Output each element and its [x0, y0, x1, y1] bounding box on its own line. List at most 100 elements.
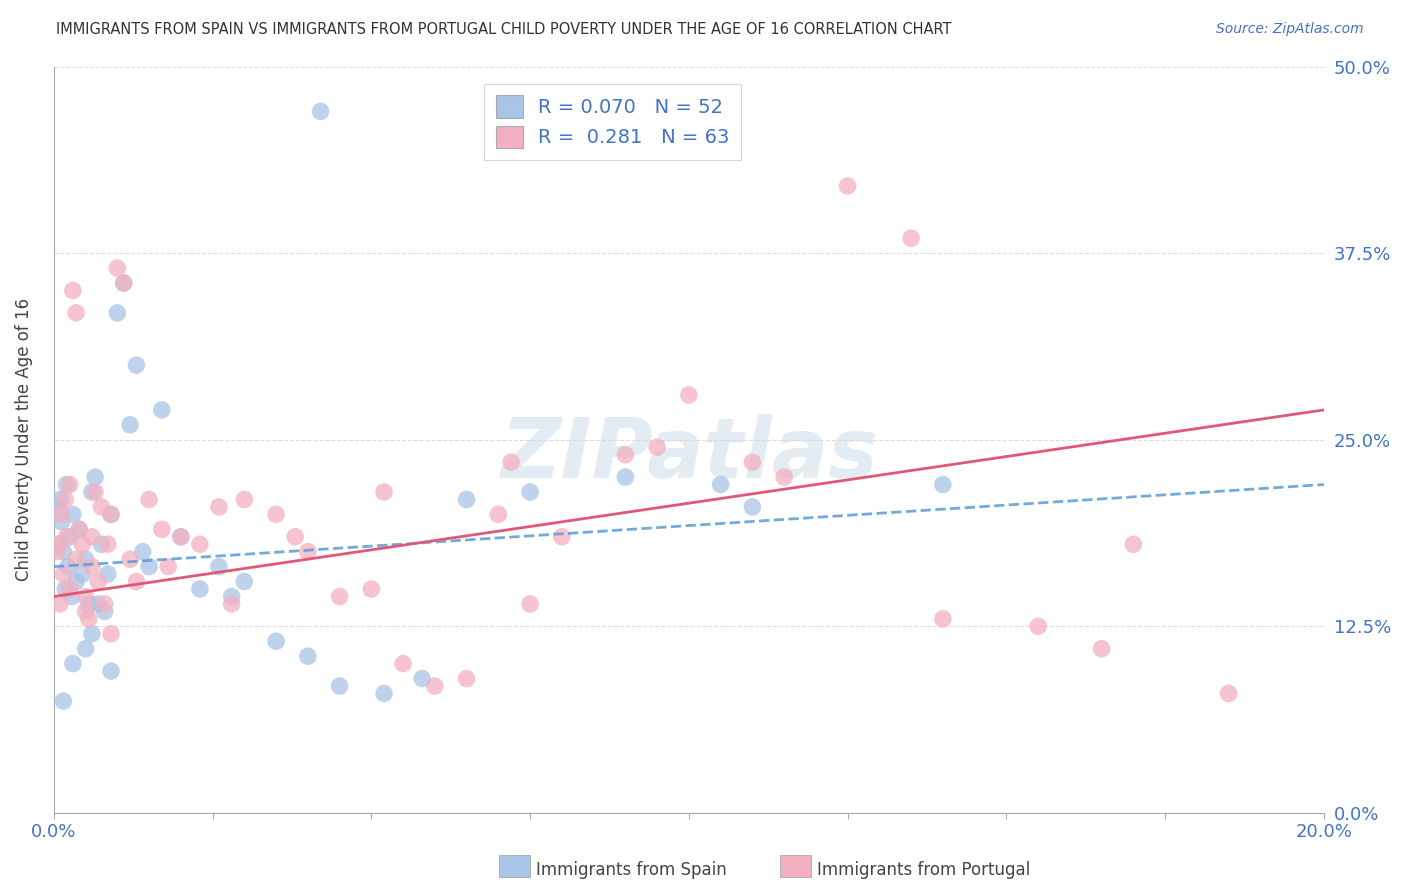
Point — [373, 686, 395, 700]
Point — [84, 470, 107, 484]
Point — [75, 552, 97, 566]
Point — [221, 590, 243, 604]
Point — [614, 470, 637, 484]
Text: Immigrants from Portugal: Immigrants from Portugal — [817, 861, 1031, 879]
Text: ZIPatlas: ZIPatlas — [501, 414, 877, 495]
Point — [49, 492, 72, 507]
Point — [55, 477, 77, 491]
Point — [373, 485, 395, 500]
Point — [456, 672, 478, 686]
Point — [80, 485, 103, 500]
Point — [551, 530, 574, 544]
Point — [75, 604, 97, 618]
Point — [188, 537, 211, 551]
Point — [62, 508, 84, 522]
Point — [62, 657, 84, 671]
Point — [741, 500, 763, 514]
Point — [297, 544, 319, 558]
Text: Source: ZipAtlas.com: Source: ZipAtlas.com — [1216, 22, 1364, 37]
Point — [392, 657, 415, 671]
Point — [100, 627, 122, 641]
Point — [97, 567, 120, 582]
Point — [519, 485, 541, 500]
Point — [150, 403, 173, 417]
Point — [208, 559, 231, 574]
Point — [52, 567, 75, 582]
Point — [65, 552, 87, 566]
Point — [411, 672, 433, 686]
Point — [105, 306, 128, 320]
Point — [87, 597, 110, 611]
Point — [75, 590, 97, 604]
Point — [46, 544, 69, 558]
Point — [125, 574, 148, 589]
Text: Immigrants from Spain: Immigrants from Spain — [536, 861, 727, 879]
Point — [138, 559, 160, 574]
Point — [329, 679, 352, 693]
Point — [132, 544, 155, 558]
Point — [77, 597, 100, 611]
Point — [170, 530, 193, 544]
Legend: R = 0.070   N = 52, R =  0.281   N = 63: R = 0.070 N = 52, R = 0.281 N = 63 — [484, 84, 741, 160]
Point — [773, 470, 796, 484]
Point — [157, 559, 180, 574]
Point — [56, 559, 79, 574]
Point — [80, 627, 103, 641]
Point — [84, 485, 107, 500]
Point — [65, 574, 87, 589]
Point — [360, 582, 382, 596]
Point — [80, 559, 103, 574]
Point — [112, 276, 135, 290]
Point — [59, 477, 82, 491]
Point — [208, 500, 231, 514]
Point — [297, 649, 319, 664]
Point — [53, 492, 76, 507]
Point — [100, 664, 122, 678]
Point — [60, 590, 83, 604]
Point — [233, 574, 256, 589]
Point — [614, 448, 637, 462]
Point — [93, 597, 115, 611]
Point — [264, 508, 287, 522]
Point — [710, 477, 733, 491]
Point — [1091, 641, 1114, 656]
Text: IMMIGRANTS FROM SPAIN VS IMMIGRANTS FROM PORTUGAL CHILD POVERTY UNDER THE AGE OF: IMMIGRANTS FROM SPAIN VS IMMIGRANTS FROM… — [56, 22, 952, 37]
Point — [67, 522, 90, 536]
Point — [97, 537, 120, 551]
Point — [837, 179, 859, 194]
Point — [456, 492, 478, 507]
Point — [51, 515, 73, 529]
Point — [138, 492, 160, 507]
Point — [932, 477, 955, 491]
Point — [900, 231, 922, 245]
Point — [65, 306, 87, 320]
Point — [72, 537, 94, 551]
Point — [112, 276, 135, 290]
Point — [118, 417, 141, 432]
Point — [90, 537, 112, 551]
Point — [645, 440, 668, 454]
Point — [67, 522, 90, 536]
Point — [46, 500, 69, 514]
Y-axis label: Child Poverty Under the Age of 16: Child Poverty Under the Age of 16 — [15, 298, 32, 582]
Point — [741, 455, 763, 469]
Point — [486, 508, 509, 522]
Point — [53, 582, 76, 596]
Point — [170, 530, 193, 544]
Point — [87, 574, 110, 589]
Point — [329, 590, 352, 604]
Point — [118, 552, 141, 566]
Point — [1026, 619, 1049, 633]
Point — [264, 634, 287, 648]
Point — [678, 388, 700, 402]
Point — [221, 597, 243, 611]
Point — [49, 597, 72, 611]
Point — [62, 284, 84, 298]
Point — [75, 641, 97, 656]
Point — [233, 492, 256, 507]
Point — [125, 358, 148, 372]
Point — [52, 694, 75, 708]
Point — [499, 455, 522, 469]
Point — [77, 612, 100, 626]
Point — [72, 567, 94, 582]
